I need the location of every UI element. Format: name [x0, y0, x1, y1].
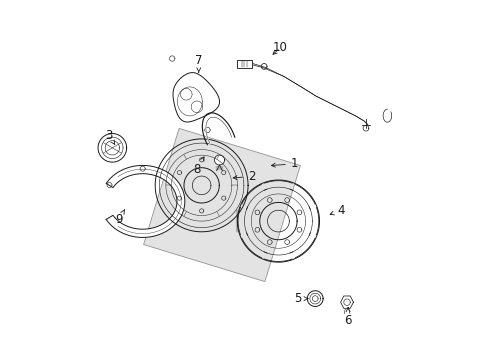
- Text: 3: 3: [105, 129, 115, 145]
- Polygon shape: [261, 64, 266, 69]
- FancyBboxPatch shape: [237, 60, 251, 68]
- Text: 9: 9: [115, 210, 124, 226]
- Text: 2: 2: [233, 170, 255, 183]
- Text: 1: 1: [271, 157, 298, 170]
- Text: 10: 10: [272, 41, 287, 54]
- Text: 4: 4: [329, 204, 344, 217]
- Polygon shape: [340, 296, 353, 309]
- Polygon shape: [98, 134, 126, 162]
- Polygon shape: [173, 73, 219, 122]
- Polygon shape: [143, 129, 300, 282]
- Text: 5: 5: [294, 292, 307, 305]
- Polygon shape: [363, 125, 368, 131]
- Polygon shape: [214, 155, 224, 165]
- Text: 6: 6: [344, 307, 351, 327]
- Polygon shape: [307, 291, 323, 306]
- Text: 8: 8: [193, 157, 203, 176]
- Text: 7: 7: [195, 54, 202, 72]
- Polygon shape: [106, 166, 184, 238]
